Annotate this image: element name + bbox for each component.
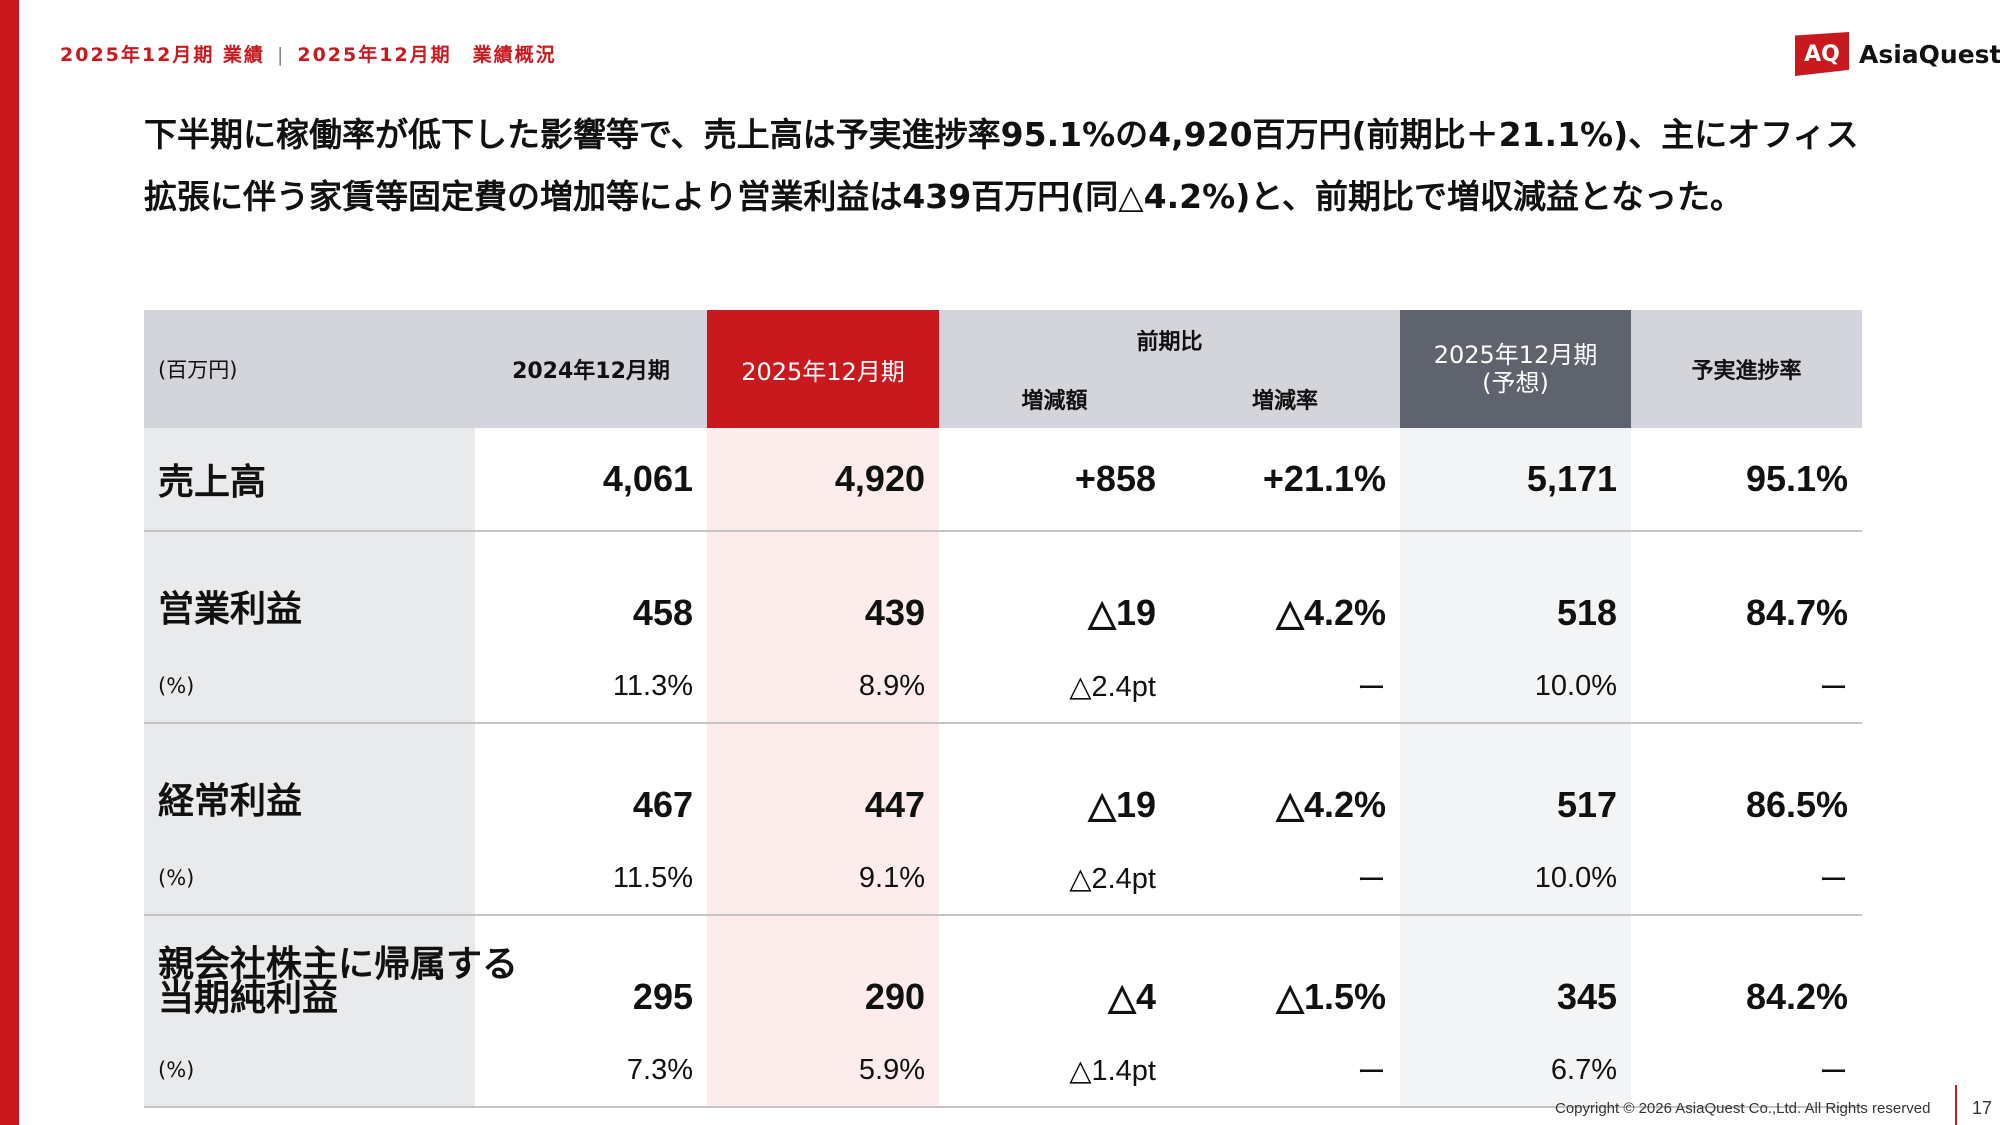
cell-curr: 5.9% [707, 1034, 939, 1108]
breadcrumb-page: 2025年12月期 業績概況 [297, 44, 557, 66]
cell-forecast: 10.0% [1400, 842, 1632, 916]
cell-progress: 86.5% [1745, 784, 1849, 825]
cell-curr: 9.1% [707, 842, 939, 916]
cell-rate: △4.2% [1276, 784, 1387, 825]
table-row-net-margin: (%) 7.3% 5.9% △1.4pt ー 6.7% ー [144, 1034, 1863, 1108]
cell-rate: ー [1170, 1034, 1401, 1108]
yoy-header: 前期比 [939, 310, 1401, 369]
cell-diff: △19 [1088, 592, 1156, 633]
current-period-header: 2025年12月期 [707, 310, 939, 428]
left-accent-bar [0, 0, 19, 1125]
cell-rate: △1.5% [1276, 976, 1387, 1017]
headline-line-1: 下半期に稼働率が低下した影響等で、売上高は予実進捗率95.1%の4,920百万円… [144, 115, 1859, 154]
logo-flag-icon: AQ [1795, 32, 1849, 76]
table-row-ordinary-income: 経常利益 467 447 △19 △4.2% 517 86.5% [144, 723, 1862, 842]
breadcrumb-section: 2025年12月期 業績 [60, 44, 265, 66]
cell-prev: 467 [632, 784, 693, 825]
cell-forecast: 10.0% [1400, 650, 1632, 724]
table-row-net-income: 親会社株主に帰属する 当期純利益 295 290 △4 △1.5% 345 84… [144, 915, 1862, 1034]
cell-progress: 84.7% [1745, 592, 1849, 633]
cell-prev: 11.5% [475, 842, 707, 916]
table-row-net-sales: 売上高 4,061 4,920 +858 +21.1% 5,171 95.1% [144, 428, 1863, 532]
unit-header: (百万円) [144, 310, 475, 428]
headline-line-2: 拡張に伴う家賃等固定費の増加等により営業利益は439百万円(同△4.2%)と、前… [144, 177, 1743, 216]
logo-text: AsiaQuest [1859, 39, 2000, 69]
cell-curr: 290 [707, 915, 939, 1034]
table-row-ordinary-margin: (%) 11.5% 9.1% △2.4pt ー 10.0% ー [144, 842, 1863, 916]
cell-diff: △1.4pt [939, 1034, 1170, 1108]
cell-prev: 458 [632, 592, 693, 633]
cell-forecast: 518 [1400, 531, 1632, 650]
forecast-header: 2025年12月期 (予想) [1400, 310, 1632, 428]
breadcrumb-separator: | [276, 44, 286, 66]
progress-header: 予実進捗率 [1631, 310, 1863, 428]
row-label: (%) [144, 842, 475, 916]
table-row-operating-income: 営業利益 458 439 △19 △4.2% 518 84.7% [144, 531, 1862, 650]
cell-diff: +858 [939, 428, 1170, 532]
row-label: 親会社株主に帰属する 当期純利益 [144, 915, 519, 1034]
cell-progress: ー [1631, 1034, 1863, 1108]
results-table: (百万円) 2024年12月期 2025年12月期 前期比 2025年12月期 … [144, 310, 1863, 1108]
prev-period-header: 2024年12月期 [475, 310, 707, 428]
forecast-header-line-1: 2025年12月期 [1433, 341, 1598, 369]
summary-headline: 下半期に稼働率が低下した影響等で、売上高は予実進捗率95.1%の4,920百万円… [144, 104, 1864, 228]
cell-prev: 295 [632, 976, 693, 1017]
cell-curr: 447 [707, 723, 939, 842]
footer-divider [1955, 1085, 1957, 1125]
row-label: (%) [144, 650, 475, 724]
cell-curr: 8.9% [707, 650, 939, 724]
row-label-line-1: 親会社株主に帰属する [158, 944, 519, 985]
cell-diff: △4 [1108, 976, 1156, 1017]
cell-rate: △4.2% [1276, 592, 1387, 633]
cell-prev: 11.3% [475, 650, 707, 724]
breadcrumb: 2025年12月期 業績 | 2025年12月期 業績概況 [60, 40, 557, 67]
company-logo: AQ AsiaQuest [1795, 30, 2000, 78]
cell-curr: 4,920 [707, 428, 939, 532]
row-label: 営業利益 [144, 531, 475, 650]
cell-forecast: 6.7% [1400, 1034, 1632, 1108]
cell-diff: △2.4pt [939, 650, 1170, 724]
cell-prev: 4,061 [475, 428, 707, 532]
cell-curr: 439 [707, 531, 939, 650]
cell-rate: ー [1170, 842, 1401, 916]
yoy-amount-header: 増減額 [939, 369, 1170, 428]
copyright-text: Copyright © 2026 AsiaQuest Co.,Ltd. All … [1555, 1100, 1931, 1117]
row-label: 経常利益 [144, 723, 475, 842]
cell-progress: ー [1631, 650, 1863, 724]
forecast-header-line-2: (予想) [1482, 369, 1549, 397]
cell-prev: 7.3% [475, 1034, 707, 1108]
logo-mark: AQ [1804, 41, 1840, 67]
row-label: 売上高 [144, 428, 475, 532]
row-label-line-2: 当期純利益 [158, 978, 339, 1019]
cell-rate: ー [1170, 650, 1401, 724]
cell-forecast: 5,171 [1400, 428, 1632, 532]
yoy-rate-header: 増減率 [1170, 369, 1401, 428]
cell-progress: 95.1% [1631, 428, 1863, 532]
cell-diff: △19 [1088, 784, 1156, 825]
cell-progress: ー [1631, 842, 1863, 916]
row-label: (%) [144, 1034, 475, 1108]
cell-diff: △2.4pt [939, 842, 1170, 916]
cell-forecast: 517 [1400, 723, 1632, 842]
cell-progress: 84.2% [1745, 976, 1849, 1017]
cell-forecast: 345 [1400, 915, 1632, 1034]
cell-rate: +21.1% [1170, 428, 1401, 532]
table-row-operating-margin: (%) 11.3% 8.9% △2.4pt ー 10.0% ー [144, 650, 1863, 724]
page-number: 17 [1972, 1098, 1993, 1118]
